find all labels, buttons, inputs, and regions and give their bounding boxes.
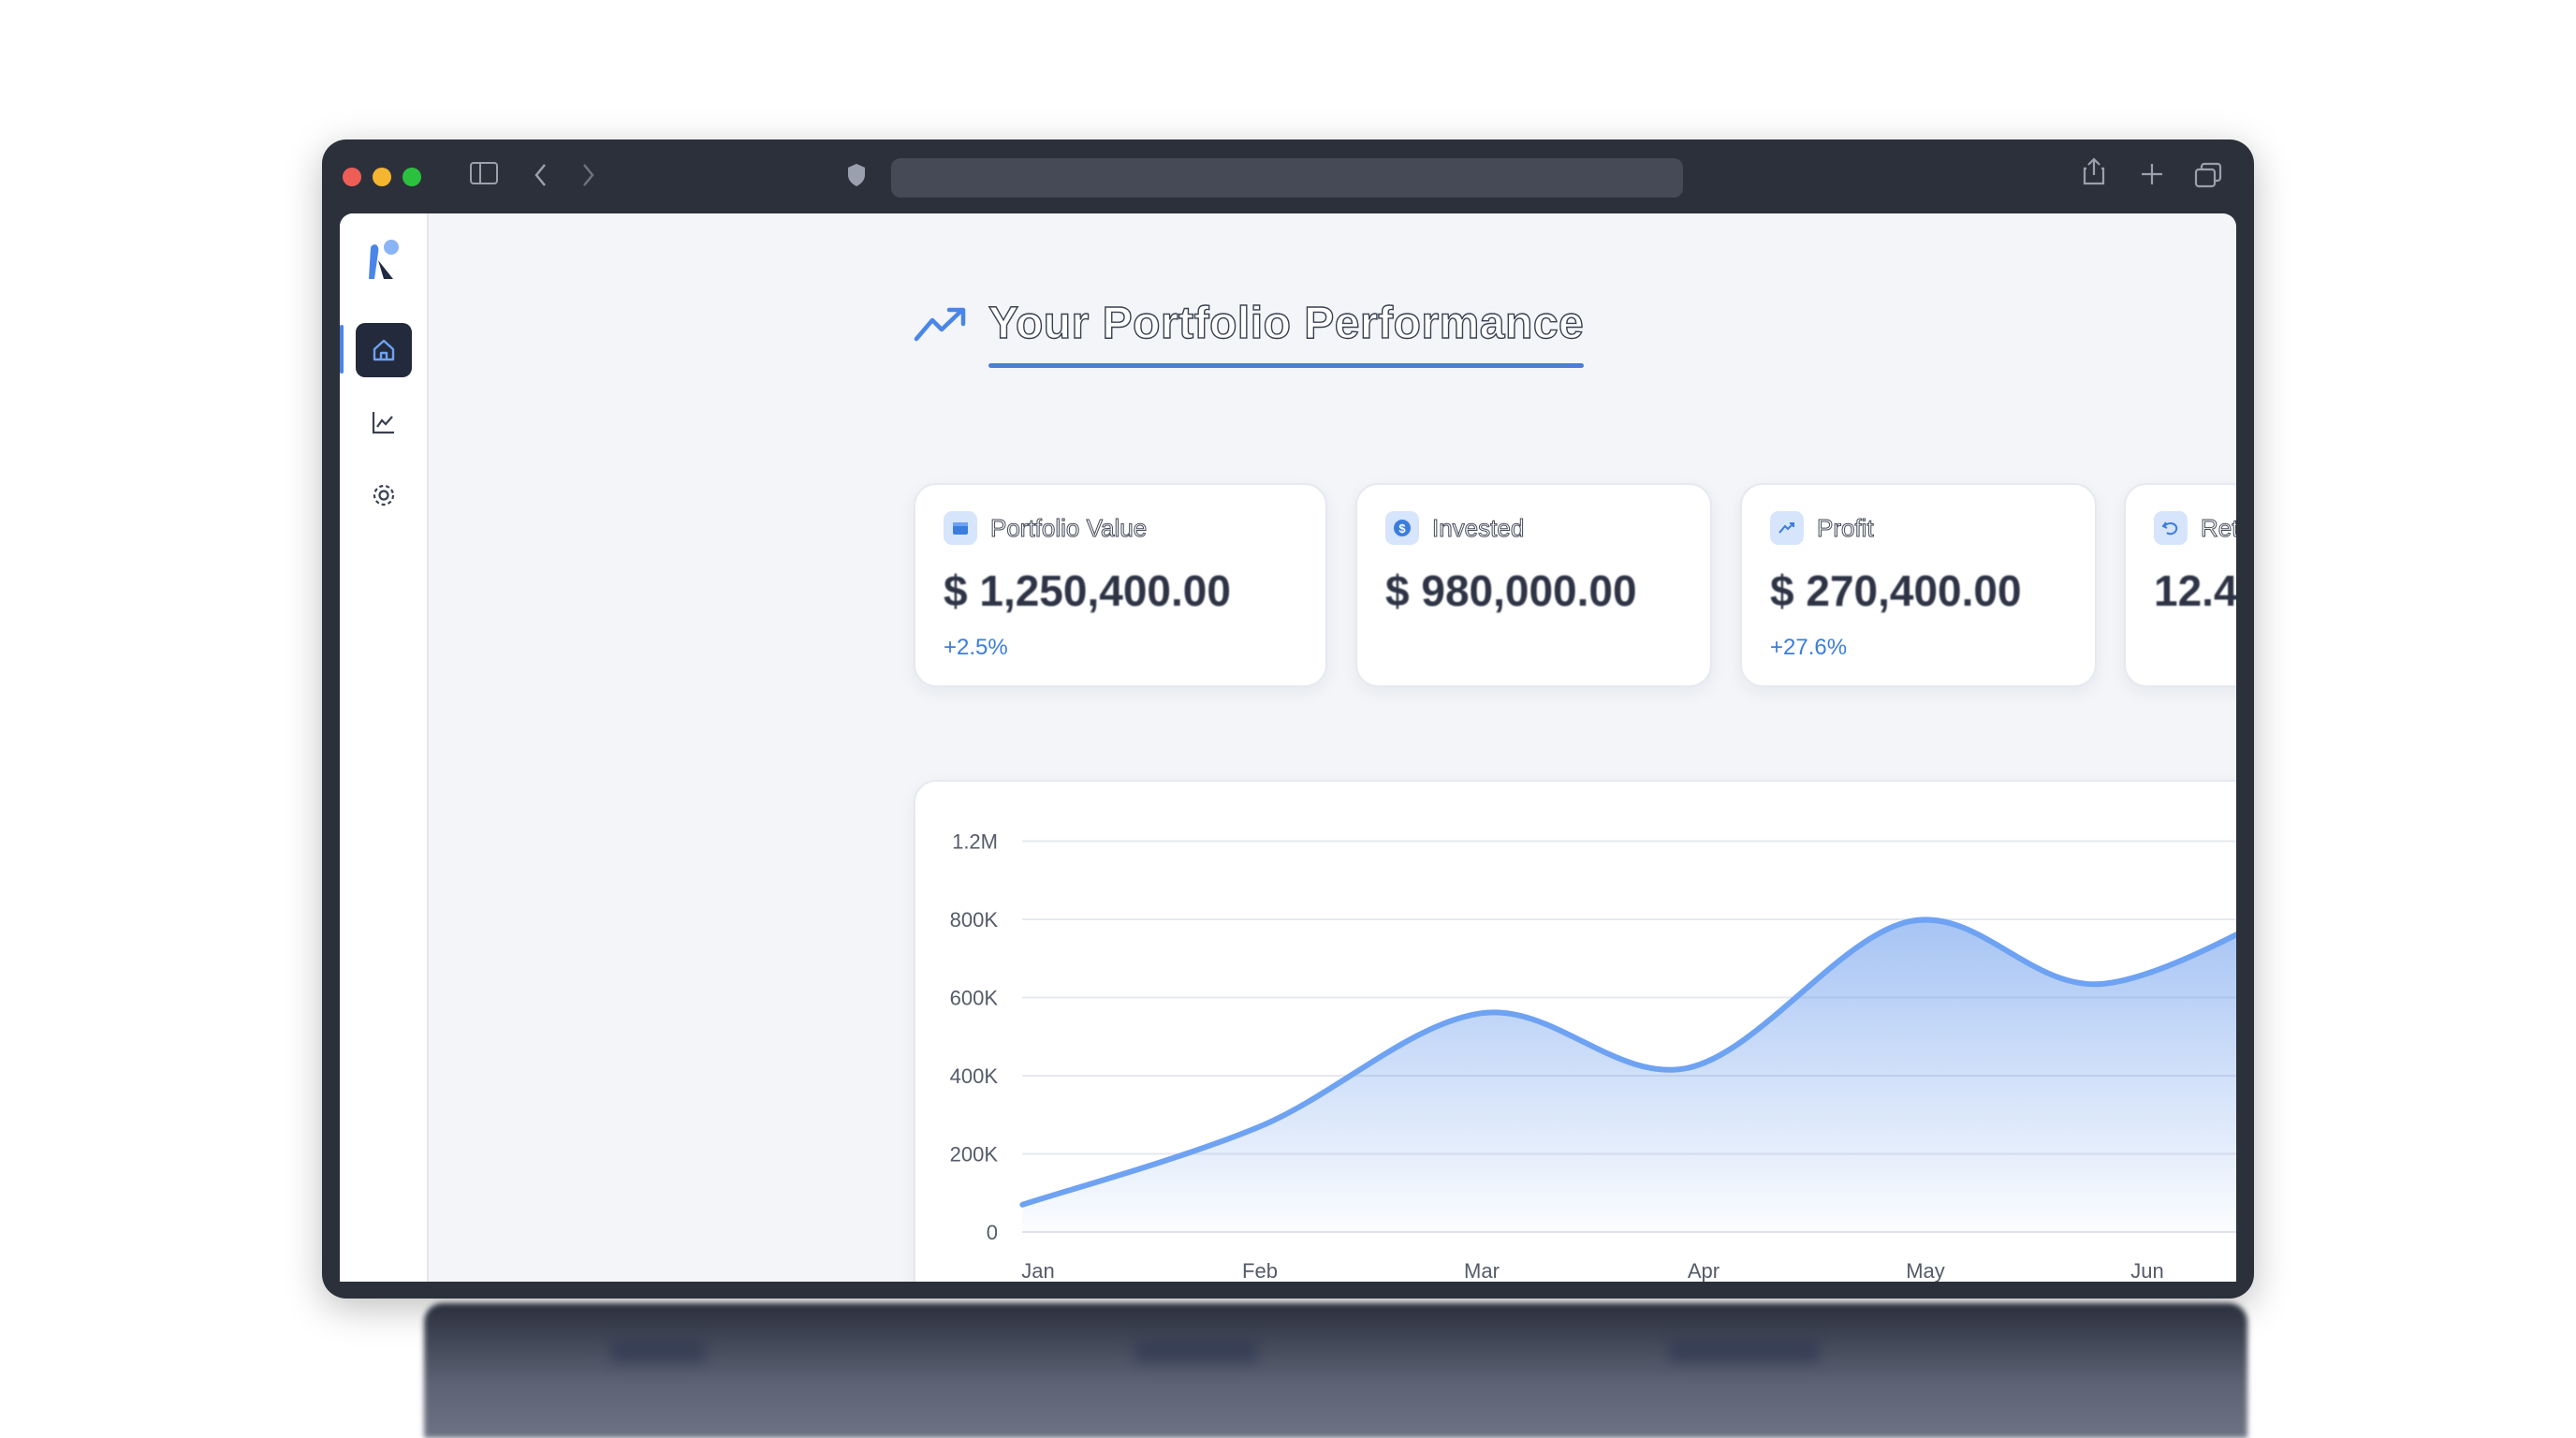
x-tick-label: Jan: [1021, 1259, 1054, 1282]
y-tick-label: 600K: [950, 987, 999, 1010]
x-tick-label: Feb: [1242, 1259, 1278, 1282]
active-indicator: [340, 325, 344, 374]
x-tick-label: Apr: [1688, 1259, 1720, 1282]
stat-card: Profit $ 270,400.00 +27.6%: [1740, 483, 2097, 687]
close-window-button[interactable]: [343, 168, 361, 186]
y-tick-label: 200K: [950, 1143, 999, 1167]
stat-value: $ 1,250,400.00: [944, 566, 1231, 615]
stat-card: $ Invested $ 980,000.00: [1355, 483, 1712, 687]
series-line: [1019, 917, 2236, 1208]
home-icon: [373, 339, 395, 361]
sidebar-toggle-icon[interactable]: [470, 162, 498, 186]
area-fill: [1022, 919, 2236, 1232]
chart-svg: 0200K400K600K800K1.2MJanFebMarAprMayJunJ…: [950, 830, 2236, 1282]
x-tick-label: May: [1906, 1259, 1945, 1282]
y-tick-label: 1.2M: [952, 830, 998, 854]
stat-value: 12.4% YTD: [2154, 566, 2236, 615]
undo-icon: [2154, 511, 2188, 545]
window-reflection: [424, 1303, 2247, 1438]
app-logo: [369, 240, 399, 279]
chart-icon: [372, 412, 394, 434]
share-icon[interactable]: [2082, 156, 2106, 186]
stat-label: Portfolio Value: [989, 513, 1148, 542]
stat-label: Return: [2200, 513, 2236, 542]
wallet-icon: [944, 511, 977, 545]
forward-icon[interactable]: [578, 162, 597, 188]
page-content: Your Portfolio Performance Portfolio Val…: [340, 213, 2236, 1282]
stat-label: Profit: [1817, 513, 1875, 542]
new-tab-icon[interactable]: [2140, 162, 2164, 186]
trend-up-icon: [1770, 511, 1804, 545]
stat-card: Portfolio Value $ 1,250,400.00 +2.5%: [914, 483, 1327, 687]
y-tick-label: 0: [987, 1221, 998, 1244]
x-tick-label: Jun: [2130, 1259, 2163, 1282]
trend-up-icon: [914, 307, 966, 341]
minimize-window-button[interactable]: [373, 168, 391, 186]
x-tick-label: Mar: [1464, 1259, 1500, 1282]
svg-text:$: $: [1398, 521, 1406, 536]
stat-delta: +27.6%: [1770, 635, 1848, 660]
browser-window: Your Portfolio Performance Portfolio Val…: [322, 139, 2254, 1299]
performance-chart: 0200K400K600K800K1.2MJanFebMarAprMayJunJ…: [914, 780, 2236, 1282]
dollar-icon: $: [1385, 511, 1419, 545]
shield-icon[interactable]: [846, 162, 867, 188]
stat-label: Invested: [1431, 513, 1525, 542]
sidebar-item-analytics[interactable]: [356, 395, 412, 449]
back-icon[interactable]: [532, 162, 550, 188]
page-title: Your Portfolio Performance: [988, 298, 1584, 368]
address-bar[interactable]: [891, 158, 1683, 198]
maximize-window-button[interactable]: [402, 168, 421, 186]
tabs-overview-icon[interactable]: [2194, 162, 2222, 188]
sidebar-item-settings[interactable]: [356, 468, 412, 522]
sidebar-item-home[interactable]: [356, 323, 412, 377]
gear-icon: [373, 484, 395, 506]
page-header: Your Portfolio Performance: [914, 298, 1584, 368]
y-tick-label: 400K: [950, 1064, 999, 1088]
y-tick-label: 800K: [950, 908, 999, 932]
stat-value: $ 980,000.00: [1385, 566, 1637, 615]
stat-delta: +2.5%: [944, 635, 1008, 660]
title-underline: [988, 363, 1585, 368]
sidebar: [340, 213, 429, 1282]
stat-value: $ 270,400.00: [1770, 566, 2022, 615]
stat-card: Return 12.4% YTD: [2124, 483, 2236, 687]
